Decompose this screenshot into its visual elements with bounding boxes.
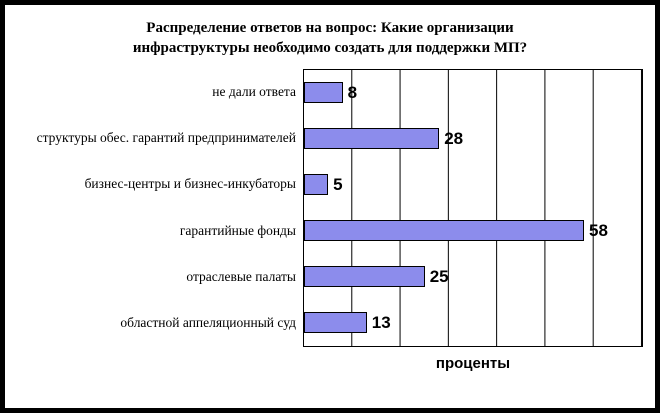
bar-row: 25 — [304, 254, 642, 300]
plot-area: 8 28 5 58 25 13 — [303, 68, 643, 347]
chart-body: не дали ответа структуры обес. гарантий п… — [13, 68, 643, 347]
bar — [304, 220, 585, 241]
x-axis-label: проценты — [435, 354, 511, 372]
category-label: структуры обес. гарантий предпринимателе… — [36, 129, 296, 145]
value-label: 13 — [371, 312, 391, 332]
bar — [304, 82, 343, 103]
bar-row: 8 — [304, 70, 642, 116]
bar — [304, 128, 440, 149]
bar-row: 58 — [304, 208, 642, 254]
bar — [304, 174, 329, 195]
bar-row: 5 — [304, 162, 642, 208]
category-label: гарантийные фонды — [179, 222, 296, 238]
value-label: 58 — [589, 220, 608, 240]
chart-title: Распределение ответов на вопрос: Какие о… — [132, 20, 528, 57]
value-label: 5 — [333, 174, 343, 194]
value-label: 25 — [429, 266, 449, 286]
category-label: бизнес-центры и бизнес-инкубаторы — [84, 176, 296, 192]
category-labels: не дали ответа структуры обес. гарантий п… — [13, 69, 303, 347]
bar — [304, 266, 425, 287]
value-label: 8 — [347, 82, 358, 102]
value-label: 28 — [444, 128, 464, 148]
x-axis-label-wrap: проценты — [303, 355, 643, 373]
bar-row: 28 — [304, 116, 642, 162]
category-label: отраслевые палаты — [186, 268, 296, 284]
category-label: областной аппеляционный суд — [120, 315, 296, 331]
bar-row: 13 — [304, 300, 642, 346]
category-label: не дали ответа — [212, 83, 296, 99]
bar — [304, 312, 367, 333]
